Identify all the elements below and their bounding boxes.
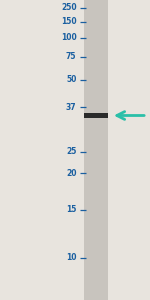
Text: 15: 15 [66,206,76,214]
Text: 10: 10 [66,254,76,262]
Text: 100: 100 [61,34,76,43]
Text: 75: 75 [66,52,76,62]
Text: 50: 50 [66,76,76,85]
Text: 250: 250 [61,4,76,13]
Text: 150: 150 [61,17,76,26]
Text: 20: 20 [66,169,76,178]
Bar [84,113,108,118]
Text: 25: 25 [66,148,76,157]
Bar [84,0,108,300]
Text: 37: 37 [66,103,76,112]
